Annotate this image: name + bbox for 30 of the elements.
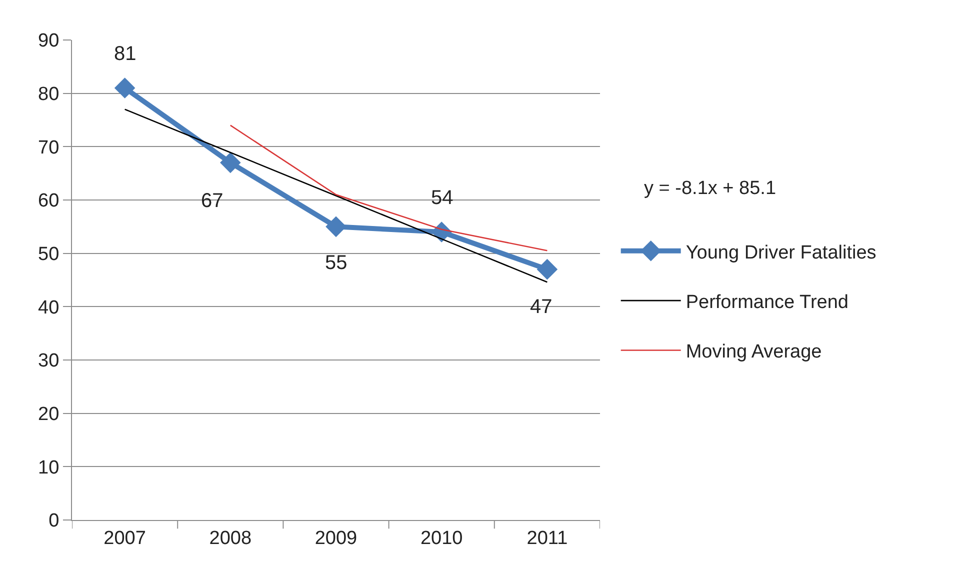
legend-label: Performance Trend	[686, 292, 848, 313]
y-tick-label: 0	[48, 510, 60, 532]
y-tick-label: 50	[38, 244, 60, 265]
x-tick-label: 2009	[314, 528, 358, 549]
legend-label: Young Driver Fatalities	[686, 242, 876, 264]
point	[114, 78, 136, 98]
y-tick-label: 90	[38, 30, 60, 52]
data-label: 81	[114, 43, 136, 65]
y-tick-label: 60	[38, 190, 60, 212]
text: y = -8.1x + 85.1	[644, 178, 776, 199]
point	[536, 258, 558, 280]
x-tick-label: 2010	[420, 528, 463, 549]
data-label: 54	[431, 187, 454, 209]
data-label: 67	[201, 190, 224, 212]
point	[326, 216, 346, 238]
data-label: 55	[325, 252, 348, 274]
y-tick-label: 10	[38, 457, 60, 478]
y-tick-label: 80	[38, 84, 60, 105]
y-tick-label: 30	[38, 350, 60, 372]
x-tick-label: 2007	[104, 528, 146, 549]
y-tick-label: 70	[38, 137, 60, 158]
line-series	[230, 124, 548, 252]
point	[220, 152, 241, 174]
y-tick-label: 20	[38, 404, 60, 425]
y-tick-label: 40	[38, 297, 60, 318]
data-label: 47	[530, 296, 552, 318]
line-series	[124, 108, 548, 283]
x-tick-label: 2008	[209, 528, 252, 549]
legend-label: Moving Average	[686, 342, 822, 363]
x-tick-label: 2011	[526, 528, 568, 549]
